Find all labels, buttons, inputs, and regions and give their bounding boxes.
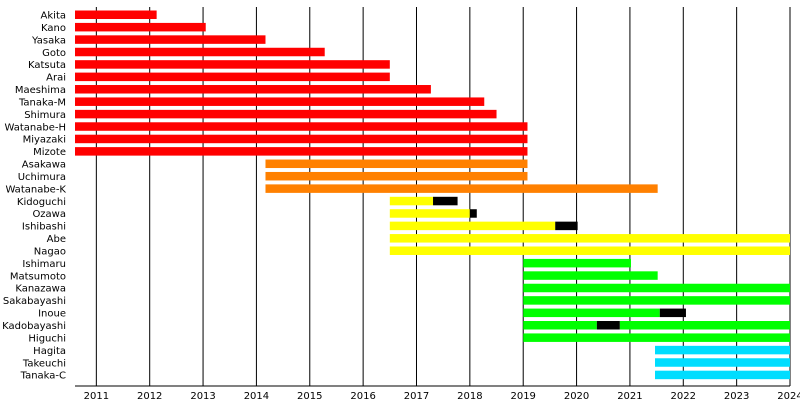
member-label: Yasaka — [31, 35, 66, 46]
member-bars — [75, 10, 790, 380]
member-label: Shimura — [24, 110, 66, 121]
x-axis: 2011 2012 2013 2014 2015 2016 2017 2018 2019 2020… — [75, 385, 800, 400]
hiatus-segment — [433, 196, 458, 206]
member-label: Mizote — [33, 147, 66, 158]
x-tick-label: 2011 — [84, 391, 109, 400]
member-label: Abe — [47, 234, 66, 245]
bar-segment — [523, 271, 658, 280]
member-label: Maeshima — [15, 85, 66, 96]
bar-segment — [389, 221, 556, 231]
bar-segment — [75, 122, 528, 131]
member-label: Katsuta — [28, 60, 66, 71]
member-label: Hagita — [33, 346, 66, 357]
member-label: Kadobayashi — [2, 321, 66, 332]
x-tick-label: 2017 — [404, 391, 429, 400]
bar-segment — [75, 134, 528, 144]
bar-segment — [389, 234, 790, 243]
x-tick-label: 2024 — [777, 391, 800, 400]
member-label: Asakawa — [22, 160, 66, 171]
member-label: Kidoguchi — [17, 197, 66, 208]
bar-segment — [523, 296, 790, 305]
bar-segment — [523, 321, 597, 330]
member-label: Ishibashi — [22, 222, 66, 233]
bar-segment — [523, 333, 790, 342]
member-label: Miyazaki — [23, 135, 66, 146]
bar-segment — [523, 283, 790, 293]
member-label: Akita — [41, 11, 66, 22]
bar-segment — [389, 246, 790, 255]
bar-segment — [75, 85, 431, 94]
member-label: Watanabe-K — [5, 184, 66, 195]
x-tick-label: 2014 — [244, 391, 269, 400]
x-tick-label: 2018 — [457, 391, 482, 400]
hiatus-segment — [659, 308, 686, 318]
x-tick-label: 2020 — [564, 391, 589, 400]
bar-segment — [655, 358, 790, 367]
bar-segment — [265, 171, 528, 181]
bar-segment — [75, 35, 266, 44]
bar-segment — [619, 321, 790, 330]
x-tick-label: 2021 — [617, 391, 642, 400]
member-label: Sakabayashi — [3, 296, 66, 307]
bar-segment — [75, 47, 325, 57]
x-tick-label: 2013 — [190, 391, 215, 400]
member-label: Watanabe-H — [4, 122, 66, 133]
hiatus-segment — [555, 221, 578, 231]
bar-segment — [75, 60, 390, 69]
bar-segment — [75, 22, 206, 32]
x-tick-label: 2022 — [671, 391, 696, 400]
bar-segment — [75, 72, 390, 82]
bar-segment — [523, 258, 631, 268]
member-label: Kanazawa — [15, 284, 66, 295]
member-label: Goto — [42, 48, 66, 59]
bar-segment — [75, 147, 528, 156]
bar-segment — [389, 209, 470, 218]
x-tick-label: 2019 — [510, 391, 535, 400]
member-label: Matsumoto — [10, 271, 66, 282]
member-labels: AkitaKanoYasakaGotoKatsutaAraiMaeshimaTa… — [2, 11, 66, 382]
bar-segment — [75, 97, 485, 106]
bar-segment — [75, 109, 497, 119]
member-label: Kano — [41, 23, 66, 34]
x-tick-label: 2016 — [350, 391, 375, 400]
bar-segment — [75, 10, 157, 19]
x-tick-label: 2023 — [724, 391, 749, 400]
bar-segment — [265, 184, 658, 193]
bar-segment — [655, 345, 790, 355]
member-label: Arai — [46, 73, 66, 84]
member-label: Uchimura — [18, 172, 66, 183]
bar-segment — [389, 196, 434, 206]
bar-segment — [523, 308, 660, 318]
x-tick-label: 2012 — [137, 391, 162, 400]
member-label: Nagao — [34, 246, 66, 257]
bar-segment — [655, 370, 790, 380]
hiatus-segment — [596, 321, 620, 330]
member-label: Inoue — [38, 309, 66, 320]
member-label: Tanaka-C — [20, 371, 66, 382]
bar-segment — [265, 159, 528, 169]
member-label: Ozawa — [32, 209, 66, 220]
member-label: Takeuchi — [22, 358, 66, 369]
member-label: Ishimaru — [22, 259, 66, 270]
member-label: Higuchi — [28, 333, 66, 344]
x-tick-label: 2015 — [297, 391, 322, 400]
hiatus-segment — [469, 209, 477, 218]
member-label: Tanaka-M — [18, 97, 66, 108]
